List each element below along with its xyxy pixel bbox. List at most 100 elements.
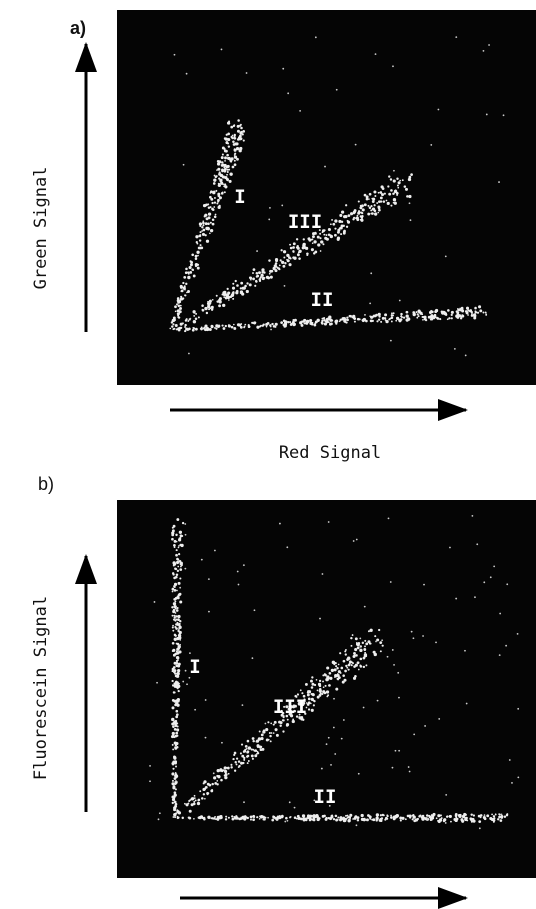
dot	[193, 327, 195, 329]
dot	[455, 817, 457, 819]
dot	[279, 523, 281, 525]
dot	[321, 768, 323, 770]
dot	[478, 305, 481, 308]
dot	[374, 635, 376, 637]
dot	[287, 92, 289, 94]
dot	[242, 762, 244, 764]
dot	[262, 325, 264, 327]
dot	[334, 228, 336, 230]
dot	[279, 725, 281, 727]
dot	[216, 203, 218, 205]
dot	[384, 313, 387, 316]
dot	[326, 695, 328, 697]
dot	[221, 156, 224, 159]
dot	[174, 801, 177, 804]
dot	[172, 768, 174, 770]
dot	[338, 664, 340, 666]
dot	[396, 177, 398, 179]
dot	[392, 193, 394, 195]
dot	[387, 202, 390, 205]
dot	[310, 703, 312, 705]
dot	[238, 760, 240, 762]
dot	[175, 324, 178, 327]
dot	[173, 619, 175, 621]
dot	[345, 815, 347, 817]
dot	[173, 785, 176, 788]
dot	[232, 298, 234, 300]
dot	[176, 684, 179, 687]
dot	[367, 213, 370, 216]
dot	[276, 267, 278, 269]
dot	[449, 815, 452, 818]
dot	[172, 611, 174, 613]
dot	[174, 586, 176, 588]
dot	[482, 312, 484, 314]
dot	[378, 200, 381, 203]
dot	[224, 766, 227, 769]
dot	[204, 215, 206, 217]
dot	[470, 818, 473, 821]
dot	[228, 817, 230, 819]
dot	[359, 649, 362, 652]
dot	[423, 316, 426, 319]
dot	[353, 677, 356, 680]
dot	[369, 193, 372, 196]
dot	[299, 110, 301, 112]
dot	[390, 581, 392, 583]
dot	[224, 770, 227, 773]
dot	[319, 618, 321, 620]
dot	[236, 763, 238, 765]
dot	[235, 761, 237, 763]
dot	[172, 725, 175, 728]
dot	[173, 798, 175, 800]
dot	[349, 663, 351, 665]
dot	[397, 187, 399, 189]
dot	[276, 818, 279, 821]
dot	[243, 759, 245, 761]
dot	[370, 316, 372, 318]
dot	[301, 692, 303, 694]
dot	[230, 764, 232, 766]
dot	[416, 311, 418, 313]
dot	[193, 275, 196, 278]
dot	[345, 665, 347, 667]
dot	[266, 276, 269, 279]
dot	[180, 323, 183, 326]
dot	[174, 638, 177, 641]
dot	[333, 818, 335, 820]
dot	[348, 669, 350, 671]
dot	[346, 226, 348, 228]
dot	[178, 538, 181, 541]
dot	[391, 314, 393, 316]
dot	[355, 664, 358, 667]
dot	[265, 323, 268, 326]
dot	[172, 328, 174, 330]
dot	[294, 319, 297, 322]
dot	[193, 803, 196, 806]
dot	[238, 137, 241, 140]
dot	[256, 272, 259, 275]
dot	[309, 319, 312, 322]
dot	[259, 730, 261, 732]
dot	[353, 540, 355, 542]
dot	[173, 525, 176, 528]
dot	[360, 215, 362, 217]
dot	[206, 312, 208, 314]
dot	[517, 708, 519, 710]
dot	[386, 814, 388, 816]
dot	[307, 692, 309, 694]
dot	[222, 183, 224, 185]
dot	[175, 813, 177, 815]
dot	[239, 125, 241, 127]
dot	[182, 522, 184, 524]
dot	[159, 812, 161, 814]
dot	[390, 340, 392, 342]
dot	[364, 640, 366, 642]
dot	[325, 685, 327, 687]
dot	[177, 669, 180, 672]
dot	[352, 655, 355, 658]
dot	[274, 721, 277, 724]
dot	[286, 723, 289, 726]
dot	[240, 752, 242, 754]
dot	[356, 642, 358, 644]
